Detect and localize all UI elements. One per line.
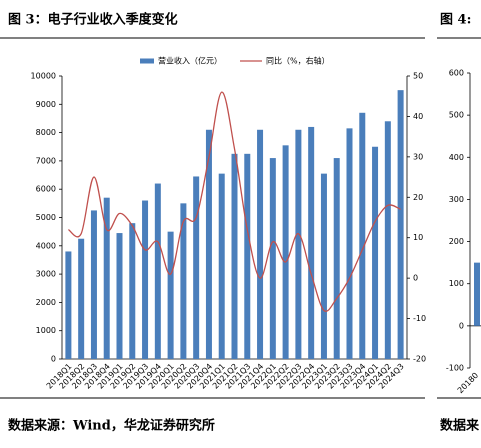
legend-label: 营业收入（亿元） — [158, 56, 222, 66]
source: 数据来源：Wind，华龙证券研究所 — [8, 418, 215, 434]
y-tick-label: 1000 — [36, 326, 56, 335]
y2-tick-label: -20 — [413, 355, 426, 364]
y-tick-label: 500 — [449, 111, 464, 120]
bar — [103, 197, 110, 359]
bar — [244, 153, 251, 359]
y-tick-label: 2000 — [36, 298, 56, 307]
y2-tick-label: 50 — [413, 72, 423, 81]
bar — [282, 145, 289, 359]
bar — [346, 128, 353, 359]
bar — [90, 210, 97, 359]
y2-tick-label: 0 — [413, 274, 418, 283]
y-tick-label: 100 — [449, 279, 464, 288]
y-tick-label: 200 — [449, 237, 464, 246]
legend-swatch — [140, 58, 154, 64]
y2-tick-label: 20 — [413, 193, 423, 202]
bar — [65, 251, 72, 359]
y-tick-label: 10000 — [31, 72, 56, 81]
bar — [193, 176, 200, 359]
y-tick-label: 0 — [51, 355, 56, 364]
y-tick-label: 600 — [449, 69, 464, 78]
bar — [205, 129, 212, 359]
bar — [474, 262, 480, 326]
bar — [308, 126, 315, 359]
bar — [129, 223, 136, 359]
bar — [384, 121, 391, 359]
bar — [116, 233, 123, 359]
bar — [397, 90, 404, 360]
bar — [180, 203, 187, 359]
bar — [154, 183, 161, 359]
bar — [167, 231, 174, 359]
x-tick-label: 20180 — [456, 371, 480, 395]
y2-tick-label: 40 — [413, 112, 423, 121]
y2-tick-label: 30 — [413, 152, 423, 161]
bar — [359, 112, 366, 359]
bar — [231, 153, 238, 359]
chart-2: -100 0 100 200 300 400 500 600 20180 — [446, 69, 481, 395]
source: 数据来 — [440, 418, 480, 434]
bar — [269, 158, 276, 359]
line — [68, 91, 401, 312]
bar — [257, 129, 264, 359]
bar — [333, 158, 340, 359]
y-tick-label: 9000 — [36, 100, 56, 109]
bar — [372, 146, 379, 359]
bar — [142, 200, 149, 359]
chart-title: 图 4: — [440, 13, 471, 28]
y-tick-label: 7000 — [36, 156, 56, 165]
bar — [78, 238, 85, 359]
bar — [295, 129, 302, 359]
bar — [320, 173, 327, 359]
y-tick-label: 4000 — [36, 241, 56, 250]
legend-label: 同比（%，右轴） — [266, 56, 330, 66]
y-tick-label: 6000 — [36, 185, 56, 194]
y2-tick-label: -10 — [413, 314, 426, 323]
bar — [218, 173, 225, 359]
y-tick-label: -100 — [446, 364, 464, 373]
y-tick-label: 0 — [459, 321, 464, 330]
y2-tick-label: 10 — [413, 233, 423, 242]
y-tick-label: 400 — [449, 153, 464, 162]
y-tick-label: 3000 — [36, 270, 56, 279]
y-tick-label: 8000 — [36, 128, 56, 137]
chart-title: 图 3：电子行业收入季度变化 — [8, 12, 178, 28]
y-tick-label: 300 — [449, 195, 464, 204]
y-tick-label: 5000 — [36, 213, 56, 222]
